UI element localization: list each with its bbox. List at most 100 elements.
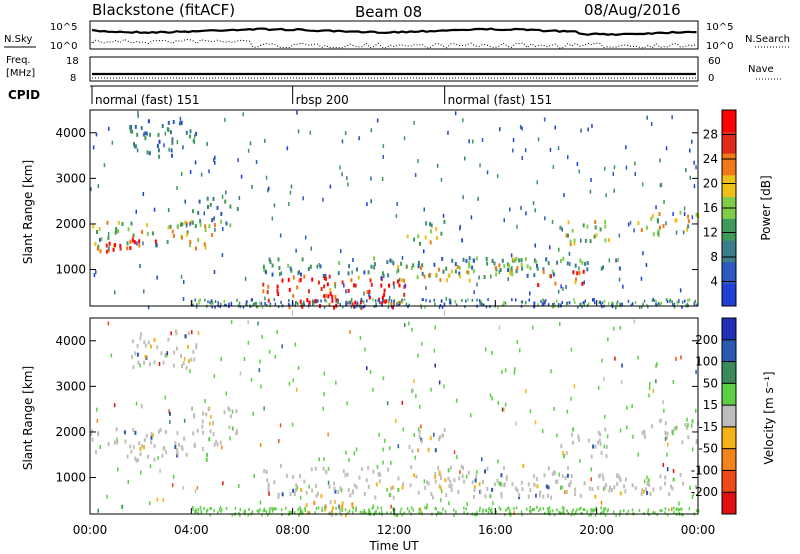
- y-tick-label: 1000: [55, 263, 86, 277]
- heatmap-speck: [616, 300, 619, 304]
- heatmap-speck: [318, 457, 320, 462]
- heatmap-cell: [687, 214, 690, 219]
- heatmap-cell: [309, 264, 312, 269]
- heatmap-speck: [353, 451, 356, 456]
- heatmap-cell: [597, 485, 600, 490]
- heatmap-speck: [664, 511, 666, 515]
- heatmap-cell: [160, 351, 163, 356]
- heatmap-speck: [462, 118, 464, 123]
- heatmap-speck: [686, 302, 689, 306]
- heatmap-cell: [547, 485, 550, 490]
- heatmap-cell: [299, 299, 302, 304]
- heatmap-speck: [673, 506, 675, 510]
- heatmap-speck: [360, 297, 362, 301]
- heatmap-cell: [584, 261, 587, 266]
- heatmap-speck: [341, 139, 344, 144]
- heatmap-cell: [367, 484, 370, 489]
- heatmap-speck: [158, 362, 161, 366]
- heatmap-speck: [390, 504, 392, 509]
- heatmap-cell: [461, 474, 464, 479]
- heatmap-speck: [647, 511, 649, 515]
- heatmap-speck: [214, 155, 216, 160]
- heatmap-speck: [315, 300, 317, 304]
- heatmap-speck: [183, 280, 185, 284]
- heatmap-cell: [454, 262, 457, 267]
- heatmap-speck: [561, 301, 563, 304]
- heatmap-speck: [558, 247, 560, 252]
- heatmap-speck: [290, 510, 293, 514]
- heatmap-cell: [545, 484, 548, 489]
- heatmap-speck: [440, 498, 442, 503]
- heatmap-cell: [567, 233, 569, 238]
- heatmap-cell: [133, 144, 136, 149]
- heatmap-cell: [409, 483, 412, 488]
- heatmap-speck: [445, 296, 447, 301]
- heatmap-speck: [577, 305, 579, 309]
- heatmap-speck: [424, 305, 426, 309]
- heatmap-cell: [300, 488, 303, 492]
- heatmap-cell: [124, 439, 127, 444]
- heatmap-cell: [195, 246, 197, 251]
- heatmap-speck: [149, 464, 152, 469]
- beam-title: Beam 08: [355, 3, 422, 21]
- heatmap-speck: [225, 391, 227, 396]
- heatmap-cell: [107, 442, 110, 447]
- heatmap-cell: [447, 273, 450, 278]
- heatmap-cell: [434, 448, 437, 453]
- heatmap-speck: [660, 301, 663, 305]
- heatmap-speck: [682, 513, 684, 517]
- heatmap-speck: [329, 184, 332, 189]
- heatmap-speck: [363, 291, 365, 296]
- heatmap-cell: [129, 239, 132, 244]
- heatmap-speck: [243, 509, 246, 513]
- colorbar-tick-label: 50: [703, 376, 718, 390]
- heatmap-cell: [594, 220, 597, 224]
- heatmap-cell: [443, 428, 446, 432]
- colorbar-swatch: [722, 153, 736, 176]
- heatmap-cell: [139, 336, 142, 341]
- heatmap-speck: [676, 301, 679, 305]
- heatmap-speck: [395, 214, 398, 218]
- heatmap-speck: [412, 388, 414, 393]
- heatmap-speck: [554, 125, 556, 130]
- heatmap-speck: [137, 111, 139, 115]
- heatmap-cell: [303, 274, 306, 279]
- heatmap-cell: [355, 485, 358, 490]
- heatmap-speck: [408, 303, 410, 307]
- heatmap-speck: [688, 298, 691, 302]
- heatmap-cell: [566, 261, 569, 266]
- heatmap-speck: [239, 305, 242, 309]
- heatmap-cell: [209, 429, 212, 434]
- heatmap-cell: [597, 440, 599, 445]
- heatmap-speck: [135, 401, 138, 406]
- heatmap-speck: [672, 380, 675, 384]
- heatmap-speck: [204, 298, 206, 302]
- heatmap-speck: [355, 506, 357, 510]
- heatmap-speck: [376, 118, 379, 123]
- heatmap-cell: [92, 224, 95, 229]
- heatmap-speck: [652, 297, 654, 301]
- colorbar-tick-label: -50: [698, 442, 718, 456]
- heatmap-speck: [568, 301, 571, 305]
- heatmap-speck: [209, 301, 211, 305]
- heatmap-cell: [172, 233, 175, 238]
- heatmap-speck: [242, 305, 245, 309]
- heatmap-speck: [93, 273, 96, 278]
- heatmap-speck: [646, 115, 648, 120]
- heatmap-speck: [97, 508, 99, 513]
- heatmap-cell: [659, 474, 662, 479]
- heatmap-speck: [311, 299, 314, 304]
- heatmap-speck: [646, 303, 648, 307]
- heatmap-cell: [518, 495, 521, 500]
- heatmap-speck: [662, 400, 664, 405]
- heatmap-cell: [185, 452, 188, 457]
- heatmap-speck: [199, 506, 202, 510]
- heatmap-speck: [666, 467, 669, 472]
- heatmap-cell: [691, 419, 694, 424]
- heatmap-speck: [673, 305, 676, 309]
- heatmap-speck: [580, 302, 582, 306]
- heatmap-cell: [136, 352, 139, 357]
- heatmap-cell: [299, 277, 302, 282]
- heatmap-speck: [666, 513, 669, 517]
- heatmap-cell: [324, 293, 327, 298]
